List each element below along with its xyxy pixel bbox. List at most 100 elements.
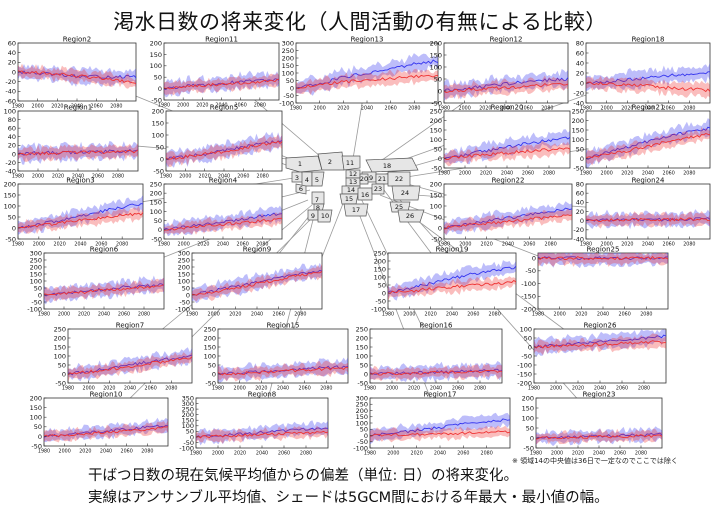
x-tick-label: 2020 xyxy=(572,451,584,457)
y-tick-label: 0 xyxy=(186,291,190,299)
x-tick-label: 2000 xyxy=(459,242,471,248)
x-tick-label: 2000 xyxy=(179,174,191,180)
map-region-shape xyxy=(371,183,385,195)
x-tick-label: 1980 xyxy=(364,451,376,457)
x-tick-label: 2040 xyxy=(597,312,609,318)
x-tick-label: 2080 xyxy=(141,449,153,455)
y-tick-label: 0 xyxy=(62,370,66,378)
y-tick-label: -50 xyxy=(55,379,66,387)
x-tick-label: 2060 xyxy=(273,312,285,318)
x-tick-label: 2080 xyxy=(489,312,501,318)
y-tick-label: 0 xyxy=(364,370,368,378)
y-tick-label: -100 xyxy=(179,444,194,452)
x-tick-label: 2080 xyxy=(481,451,493,457)
x-tick-label: 1980 xyxy=(382,312,394,318)
map-region-shape xyxy=(311,171,325,187)
y-tick-label: 20 xyxy=(8,59,16,67)
x-tick-label: 2040 xyxy=(98,312,110,318)
y-tick-label: 0 xyxy=(532,254,536,262)
panel-title: Region24 xyxy=(632,177,665,185)
x-tick-label: 2040 xyxy=(74,242,86,248)
series-2-range-shade xyxy=(536,428,662,445)
x-tick-label: 2080 xyxy=(257,174,269,180)
y-tick-label: 100 xyxy=(430,136,442,144)
series-2-mean-line xyxy=(17,149,139,156)
y-tick-label: 100 xyxy=(430,63,442,71)
x-tick-label: 2040 xyxy=(277,386,289,392)
x-tick-label: 2040 xyxy=(642,106,654,112)
x-tick-label: 2080 xyxy=(683,242,695,248)
y-tick-label: 100 xyxy=(282,69,294,77)
y-tick-label: 50 xyxy=(526,424,534,432)
map-region-shape xyxy=(357,187,373,201)
map-region-number: 6 xyxy=(299,185,303,193)
plot-frame xyxy=(191,252,323,310)
map-region-number: 11 xyxy=(346,159,354,167)
y-tick-label: 250 xyxy=(572,107,584,115)
y-tick-label: 60 xyxy=(8,39,16,47)
panel-title: Region19 xyxy=(436,246,469,254)
x-tick-label: 1980 xyxy=(12,242,24,248)
y-tick-label: 200 xyxy=(4,180,16,188)
x-tick-label: 2060 xyxy=(145,386,157,392)
x-tick-label: 2080 xyxy=(683,106,695,112)
x-tick-label: 1980 xyxy=(580,106,592,112)
series-1-mean-line xyxy=(295,59,439,90)
y-tick-label: 80 xyxy=(576,39,584,47)
y-tick-label: 150 xyxy=(54,343,66,351)
panel-title: Region18 xyxy=(632,36,665,44)
y-tick-label: 50 xyxy=(182,284,190,292)
y-tick-label: 250 xyxy=(430,107,442,115)
x-tick-label: 2080 xyxy=(110,104,122,110)
y-tick-label: 200 xyxy=(30,394,42,402)
x-tick-label: 2060 xyxy=(616,386,628,392)
y-tick-label: 50 xyxy=(186,428,194,436)
y-tick-label: 0 xyxy=(580,79,584,87)
series-2-mean-line xyxy=(163,217,282,231)
series-1-range-shade xyxy=(444,201,572,236)
x-tick-label: 2000 xyxy=(83,386,95,392)
y-tick-label: -50 xyxy=(523,444,534,452)
map-region-number: 14 xyxy=(347,186,355,194)
series-1-range-shade xyxy=(164,205,282,237)
map-region-shape xyxy=(295,183,307,195)
y-tick-label: 100 xyxy=(204,352,216,360)
x-tick-label: 2060 xyxy=(619,312,631,318)
x-tick-label: 2040 xyxy=(593,451,605,457)
x-tick-label: 1980 xyxy=(160,174,172,180)
y-tick-label: 0 xyxy=(190,433,194,441)
y-tick-label: 0 xyxy=(438,155,442,163)
x-tick-label: 2020 xyxy=(229,312,241,318)
x-tick-label: 2000 xyxy=(177,103,189,109)
y-tick-label: 150 xyxy=(522,404,534,412)
y-tick-label: 200 xyxy=(374,257,386,265)
y-tick-label: -20 xyxy=(573,89,584,97)
series-2-mean-line xyxy=(217,366,349,376)
series-2-mean-line xyxy=(585,133,711,159)
y-tick-label: 150 xyxy=(30,270,42,278)
y-tick-label: 150 xyxy=(374,265,386,273)
panel-title: Region4 xyxy=(209,177,238,185)
y-tick-label: 200 xyxy=(282,54,294,62)
x-tick-label: 1980 xyxy=(38,312,50,318)
y-tick-label: 100 xyxy=(356,352,368,360)
y-tick-label: 250 xyxy=(54,325,66,333)
series-2-mean-line xyxy=(369,430,511,437)
y-tick-label: 0 xyxy=(364,432,368,440)
y-tick-label: 0 xyxy=(158,226,162,234)
y-tick-label: 100 xyxy=(4,202,16,210)
map-region-number: 19 xyxy=(365,174,373,182)
x-tick-label: 2060 xyxy=(237,242,249,248)
panel-title: Region16 xyxy=(420,322,453,330)
x-tick-label: 1980 xyxy=(290,106,302,112)
y-tick-label: -40 xyxy=(573,99,584,107)
x-tick-label: 2060 xyxy=(663,106,675,112)
x-tick-label: 2000 xyxy=(554,312,566,318)
x-tick-label: 2040 xyxy=(251,312,263,318)
